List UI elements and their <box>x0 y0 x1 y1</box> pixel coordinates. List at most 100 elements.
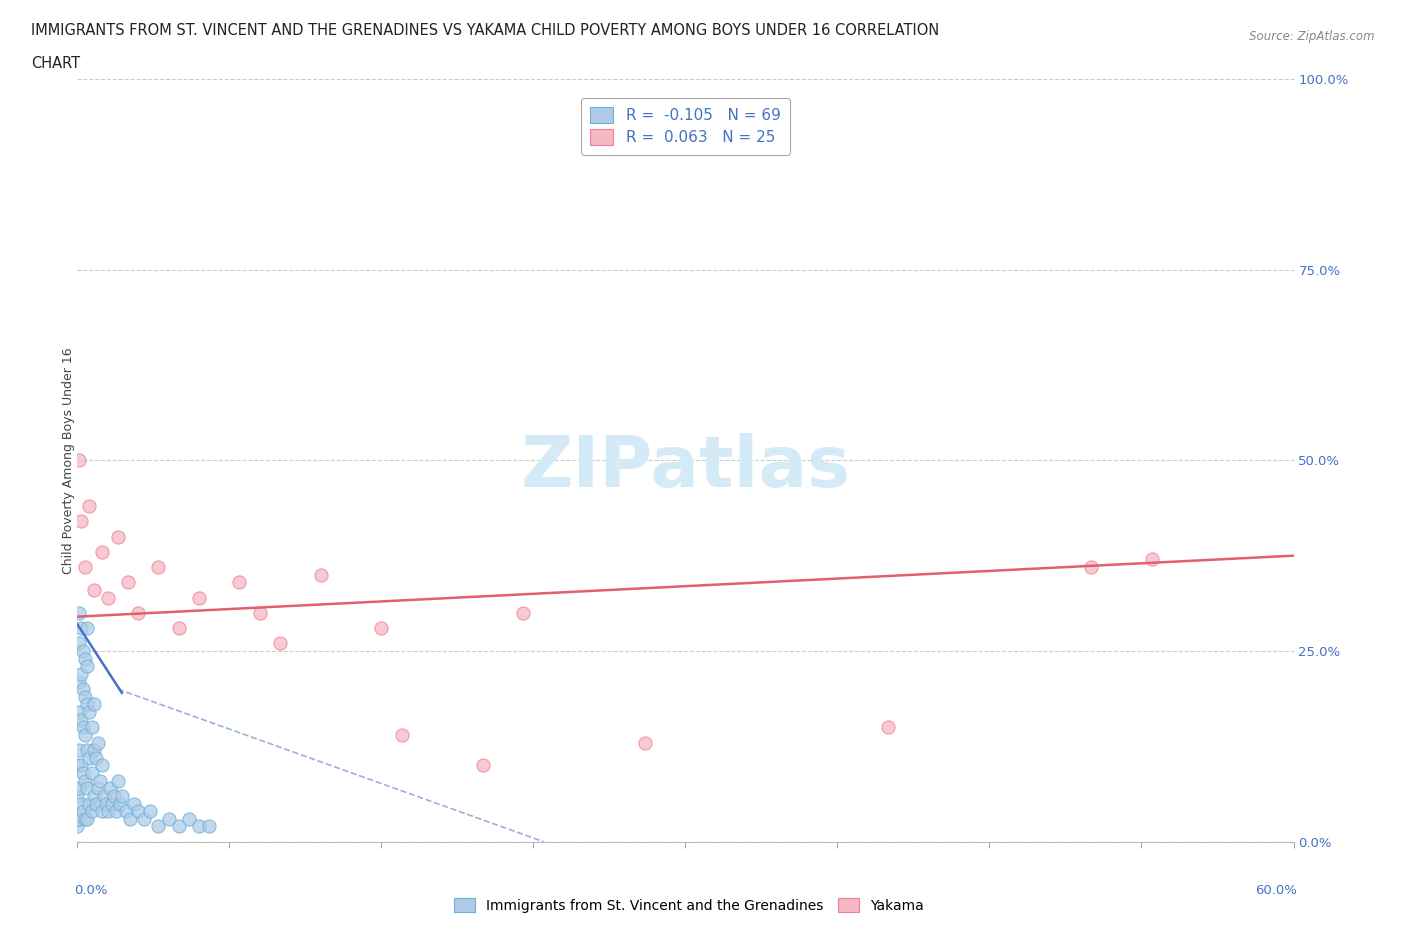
Text: 60.0%: 60.0% <box>1256 884 1298 897</box>
Point <box>75 727 97 742</box>
Point <box>80 804 103 818</box>
Point <box>93 789 115 804</box>
Legend: Immigrants from St. Vincent and the Grenadines, Yakama: Immigrants from St. Vincent and the Gren… <box>449 893 929 919</box>
Point <box>94 796 117 811</box>
Text: CHART: CHART <box>31 56 80 71</box>
Point <box>188 591 211 605</box>
Point <box>72 765 94 780</box>
Point <box>97 591 120 605</box>
Point <box>269 636 291 651</box>
Point <box>309 567 332 582</box>
Point <box>122 796 145 811</box>
Point <box>86 735 108 750</box>
Point <box>70 620 93 635</box>
Point <box>86 781 108 796</box>
Point <box>139 804 162 818</box>
Point <box>101 796 124 811</box>
Point <box>111 789 134 804</box>
Point <box>79 705 101 720</box>
Point <box>84 796 107 811</box>
Point <box>72 804 94 818</box>
Point <box>79 796 101 811</box>
Point <box>75 811 97 826</box>
Point <box>83 743 105 758</box>
Point <box>148 819 170 834</box>
Point <box>80 765 103 780</box>
Point <box>72 644 94 658</box>
Point <box>167 819 190 834</box>
Point <box>76 781 98 796</box>
Point <box>157 811 180 826</box>
Point <box>75 560 97 575</box>
Point <box>90 804 112 818</box>
Point <box>80 720 103 735</box>
Point <box>70 514 93 529</box>
Point <box>70 712 93 727</box>
Point <box>67 743 90 758</box>
Point <box>83 697 105 711</box>
Point <box>66 789 89 804</box>
Point <box>188 819 211 834</box>
Text: IMMIGRANTS FROM ST. VINCENT AND THE GRENADINES VS YAKAMA CHILD POVERTY AMONG BOY: IMMIGRANTS FROM ST. VINCENT AND THE GREN… <box>31 23 939 38</box>
Point <box>167 620 190 635</box>
Point <box>98 781 121 796</box>
Point <box>370 620 392 635</box>
Point <box>75 651 97 666</box>
Point <box>67 781 90 796</box>
Point <box>391 727 413 742</box>
Point <box>90 544 112 559</box>
Point <box>471 758 494 773</box>
Point <box>177 811 200 826</box>
Point <box>67 705 90 720</box>
Point <box>76 697 98 711</box>
Point <box>134 811 156 826</box>
Legend: R =  -0.105   N = 69, R =  0.063   N = 25: R = -0.105 N = 69, R = 0.063 N = 25 <box>581 99 790 154</box>
Point <box>198 819 221 834</box>
Point <box>1080 560 1102 575</box>
Point <box>127 804 149 818</box>
Point <box>83 582 105 597</box>
Point <box>70 796 93 811</box>
Point <box>67 636 90 651</box>
Point <box>72 682 94 697</box>
Point <box>249 605 271 620</box>
Point <box>115 804 138 818</box>
Point <box>877 720 900 735</box>
Point <box>127 605 149 620</box>
Point <box>108 796 131 811</box>
Point <box>67 453 90 468</box>
Point <box>75 689 97 704</box>
Point <box>70 758 93 773</box>
Point <box>84 751 107 765</box>
Point <box>67 811 90 826</box>
Point <box>75 773 97 788</box>
Point <box>72 720 94 735</box>
Point <box>107 529 129 544</box>
Point <box>67 605 90 620</box>
Point <box>148 560 170 575</box>
Point <box>67 674 90 689</box>
Point <box>97 804 120 818</box>
Text: 0.0%: 0.0% <box>73 884 107 897</box>
Point <box>89 773 111 788</box>
Point <box>76 658 98 673</box>
Point <box>103 789 125 804</box>
Point <box>1140 552 1163 567</box>
Point <box>66 819 89 834</box>
Point <box>76 811 98 826</box>
Point <box>104 804 127 818</box>
Point <box>76 620 98 635</box>
Point <box>634 735 657 750</box>
Text: Source: ZipAtlas.com: Source: ZipAtlas.com <box>1250 30 1375 43</box>
Point <box>70 667 93 682</box>
Point <box>118 811 141 826</box>
Point <box>66 758 89 773</box>
Point <box>228 575 250 590</box>
Point <box>83 789 105 804</box>
Point <box>107 773 129 788</box>
Point <box>117 575 139 590</box>
Text: ZIPatlas: ZIPatlas <box>520 433 851 502</box>
Point <box>76 743 98 758</box>
Point <box>79 498 101 513</box>
Point <box>512 605 534 620</box>
